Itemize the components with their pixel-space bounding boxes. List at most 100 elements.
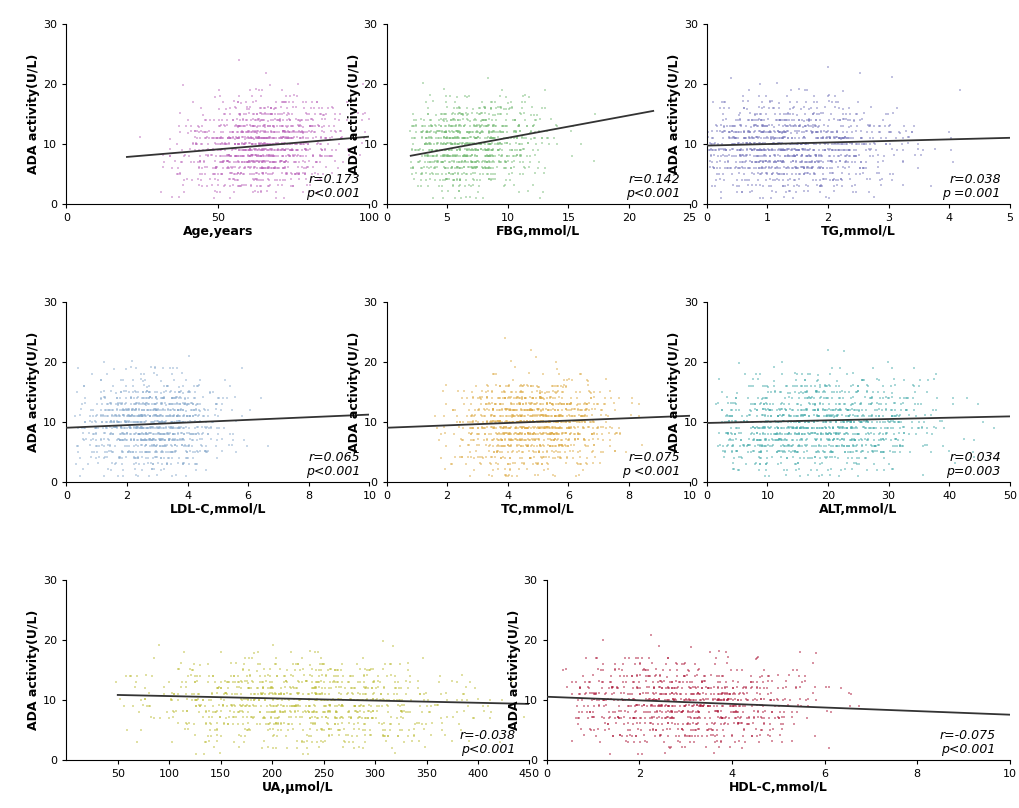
Point [810,143,826,156]
Point [251,84,267,97]
Point [535,392,551,405]
Point [503,102,520,115]
Point [224,131,240,144]
Point [638,680,654,693]
Point [420,120,436,133]
Point [769,421,786,434]
Point [299,161,315,174]
Point [512,427,528,440]
Point [764,166,781,179]
Point [331,692,347,705]
Point [660,699,677,712]
Point [849,137,865,150]
Point [471,107,487,120]
Point [891,440,907,452]
Point [464,434,480,447]
Point [208,398,224,410]
Point [828,427,845,440]
Point [769,694,786,707]
Point [502,439,519,452]
Point [164,427,180,440]
Point [886,397,902,410]
Point [467,161,483,174]
Point [549,451,566,464]
Point [117,433,133,446]
Point [536,83,552,96]
Point [506,457,523,469]
Point [183,155,200,168]
Point [750,162,766,175]
Point [172,168,189,181]
Point [947,457,963,469]
Point [178,410,195,423]
Point [289,113,306,126]
Point [538,428,554,441]
Point [847,149,863,162]
Point [553,392,570,405]
Point [318,670,334,683]
Point [332,693,348,706]
Point [767,416,784,429]
Point [340,705,357,718]
Point [722,410,739,423]
Point [554,427,571,440]
Point [114,427,130,440]
Point [462,125,478,138]
Point [110,397,126,410]
Point [152,712,168,725]
Point [455,149,472,162]
Point [281,126,298,139]
Point [825,184,842,197]
Point [122,670,139,683]
Point [411,688,427,701]
Point [332,132,348,145]
Point [119,427,136,440]
Point [151,404,167,417]
Point [494,120,511,133]
Point [97,410,113,423]
Point [466,149,482,162]
Point [818,161,835,174]
Point [811,186,827,199]
Point [127,439,144,452]
Point [472,132,488,145]
Point [266,156,282,169]
Point [334,156,351,169]
Point [193,155,209,168]
Point [762,131,779,144]
Point [875,434,892,447]
Point [503,434,520,447]
Point [532,439,548,452]
Point [135,385,151,398]
Point [273,137,289,150]
Point [736,687,752,700]
Point [790,386,806,399]
Point [451,114,468,127]
Point [265,119,281,132]
Point [229,113,246,126]
Point [765,144,782,157]
Point [718,427,735,440]
Point [493,440,510,452]
Point [289,161,306,174]
Point [99,368,115,381]
Point [899,137,915,150]
Point [544,427,560,440]
Point [165,446,181,459]
Point [662,711,679,724]
Point [775,149,792,162]
Point [742,398,758,410]
Point [472,451,488,464]
Point [219,718,235,730]
Point [783,126,799,139]
Point [516,421,532,434]
Point [801,149,817,162]
Point [275,162,291,175]
Point [165,421,181,434]
Point [249,108,265,121]
Point [319,137,335,150]
Point [782,149,798,162]
Point [171,385,187,398]
Point [719,427,736,440]
Point [822,155,839,168]
